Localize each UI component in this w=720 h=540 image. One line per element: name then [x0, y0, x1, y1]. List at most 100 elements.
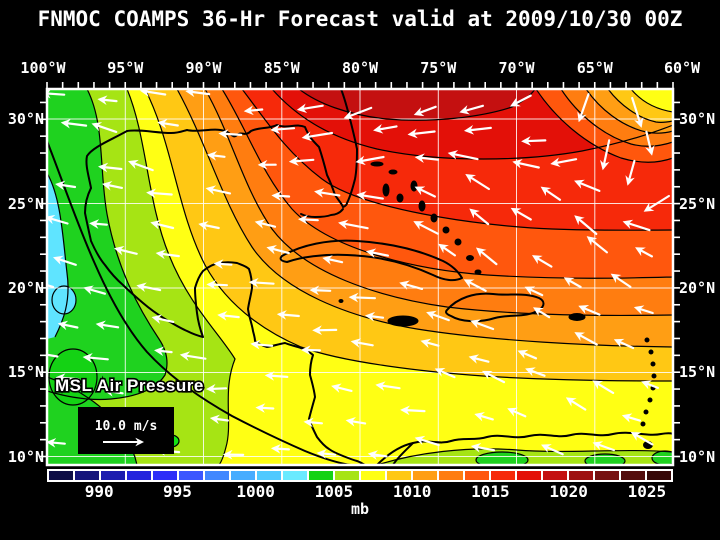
wind-arrow — [250, 339, 274, 350]
colorbar-unit: mb — [350, 500, 370, 518]
wind-arrow — [565, 397, 587, 411]
wind-arrow — [98, 162, 123, 173]
wind-arrow — [465, 173, 490, 191]
lat-label: 10°N — [7, 447, 44, 466]
lon-label: 80°W — [341, 59, 379, 77]
lat-label: 20°N — [7, 279, 44, 297]
wind-arrow — [83, 285, 107, 295]
wind-arrow — [270, 124, 296, 135]
map-area: MSL Air Pressure 10.0 m/s — [40, 82, 680, 467]
map-frame — [45, 87, 675, 467]
wind-arrow — [364, 311, 385, 322]
colorbar-cell — [491, 471, 515, 480]
wind-arrow — [438, 243, 456, 257]
wind-arrow — [55, 373, 80, 383]
wind-arrow — [510, 207, 532, 221]
wind-arrow — [288, 156, 315, 166]
wind-arrow — [373, 124, 398, 134]
wind-arrow — [350, 338, 374, 348]
colorbar-cell — [101, 471, 125, 480]
wind-arrow — [276, 310, 300, 320]
wind-arrow — [481, 370, 506, 384]
lon-label: 60°W — [663, 59, 701, 77]
wind-arrow — [151, 314, 175, 324]
colorbar-label: 1015 — [471, 482, 510, 501]
wind-arrow — [469, 208, 490, 226]
lon-label: 70°W — [498, 59, 535, 77]
wind-arrow — [47, 284, 55, 288]
wind-arrow — [296, 103, 324, 114]
wind-arrow — [621, 413, 642, 423]
wind-arrow — [420, 338, 440, 349]
wind-arrow — [316, 449, 337, 459]
colorbar-cell — [465, 471, 489, 480]
colorbar-label: 1000 — [236, 482, 275, 501]
wind-arrow — [510, 94, 532, 107]
wind-arrow — [343, 106, 373, 120]
colorbar-label: 1010 — [392, 482, 432, 501]
wind-arrow — [631, 96, 644, 128]
pressure-colorbar — [47, 469, 673, 482]
wind-arrow — [521, 136, 547, 146]
wind-arrow — [407, 128, 436, 139]
wind-arrow — [47, 438, 66, 448]
wind-arrow — [338, 219, 369, 230]
wind-arrow — [209, 414, 229, 425]
wind-arrow — [218, 129, 243, 139]
wind-arrow — [578, 305, 601, 316]
colorbar-label: 1025 — [627, 482, 667, 501]
wind-arrow — [622, 219, 651, 232]
wind-arrow — [345, 417, 367, 427]
wind-arrow — [205, 185, 232, 195]
colorbar-cell — [335, 471, 359, 480]
wind-arrow — [525, 367, 546, 377]
wind-arrow — [533, 307, 551, 319]
wind-arrow — [52, 255, 77, 266]
colorbar-cell — [543, 471, 567, 480]
colorbar-label: 1020 — [549, 482, 588, 501]
wind-arrow — [512, 159, 540, 169]
wind-arrow — [57, 320, 79, 331]
wind-arrow — [243, 105, 264, 116]
colorbar-cell — [153, 471, 177, 480]
lon-label: 75°W — [420, 59, 457, 77]
wind-arrow — [47, 350, 59, 360]
wind-arrow — [468, 354, 490, 364]
wind-arrow — [463, 279, 487, 292]
wind-arrow — [643, 194, 671, 212]
wind-arrow — [303, 417, 323, 428]
wind-arrow — [400, 405, 426, 416]
wind-arrow — [574, 332, 598, 346]
wind-arrow — [541, 444, 564, 456]
page-title: FNMOC COAMPS 36-Hr Forecast valid at 200… — [37, 7, 683, 31]
lat-label: 30°N — [7, 110, 44, 128]
wind-arrow — [355, 155, 385, 166]
colorbar-label: 995 — [162, 482, 192, 501]
wind-arrow — [524, 286, 544, 297]
wind-arrow — [155, 249, 180, 260]
colorbar-cell — [621, 471, 645, 480]
wind-arrow — [255, 403, 275, 413]
wind-arrow — [635, 247, 654, 258]
wind-arrow — [356, 191, 384, 201]
wind-arrow — [27, 164, 45, 167]
wind-arrow — [613, 338, 635, 350]
colorbar-label: 990 — [84, 482, 114, 501]
wind-arrow — [375, 381, 401, 391]
wind-arrow — [474, 412, 494, 422]
wind-arrow — [540, 186, 562, 201]
wind-arrow — [248, 277, 275, 288]
wind-arrow — [592, 441, 616, 452]
wind-arrow — [592, 380, 615, 394]
colorbar-cell — [647, 471, 671, 480]
wind-arrow — [426, 310, 450, 322]
wind-arrow — [459, 104, 484, 115]
wind-arrow — [309, 285, 332, 296]
wind-arrow — [641, 380, 660, 390]
wind-arrow — [574, 179, 601, 193]
wind-arrow — [463, 124, 492, 135]
wind-vector-arrows — [27, 89, 671, 460]
wind-arrow — [574, 215, 598, 235]
wind-arrow — [610, 273, 632, 288]
wind-arrow — [600, 139, 611, 171]
